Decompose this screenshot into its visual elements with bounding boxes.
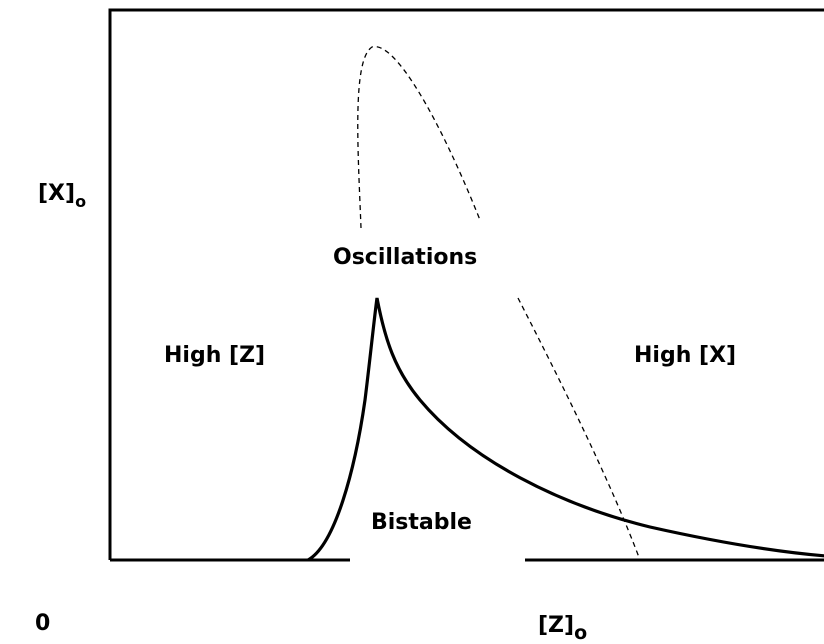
y-axis-label-subscript: o <box>75 192 86 211</box>
region-label: High [Z] <box>164 343 265 368</box>
x-axis-label-main: [Z] <box>538 613 574 638</box>
x-axis-label-subscript: o <box>574 622 587 644</box>
region-label: Oscillations <box>333 245 477 270</box>
x-axis-label: [Z]o <box>538 613 587 644</box>
region-label: High [X] <box>634 343 736 368</box>
oscillation-boundary <box>517 297 641 561</box>
oscillation-boundary <box>357 46 481 229</box>
bistability-boundary <box>307 297 824 562</box>
y-axis-label: [X]o <box>38 181 86 211</box>
y-axis-label-main: [X] <box>38 181 75 206</box>
origin-label: 0 <box>35 611 50 636</box>
frame <box>108 8 824 560</box>
region-label: Bistable <box>371 510 472 535</box>
